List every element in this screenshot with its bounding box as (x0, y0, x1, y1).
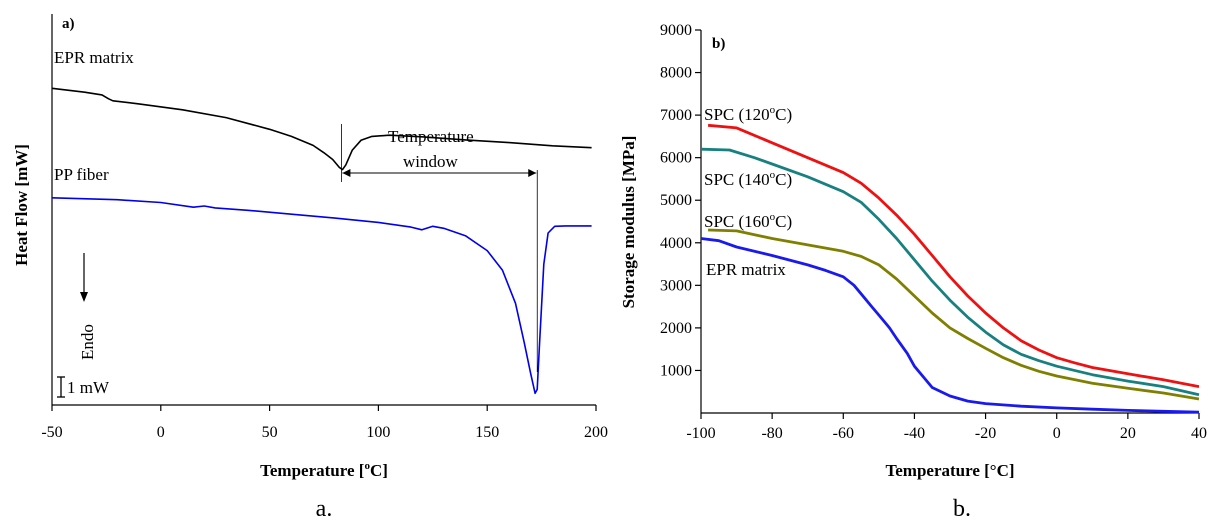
panel-b-y-tick-label: 6000 (660, 150, 692, 167)
panel-a-x-tick-label: 200 (584, 424, 608, 441)
panel-b-series (700, 123, 1200, 414)
window-arrow-head-right (528, 169, 537, 177)
panel-b-x-axis-title: Temperature [°C] (885, 461, 1014, 480)
panel-b-y-tick-label: 7000 (660, 107, 692, 124)
panel-b-x-tick-label: -80 (761, 425, 782, 442)
panel-a-x-axis-title: Temperature [oC] (260, 460, 388, 480)
series-label-epr-matrix: EPR matrix (54, 48, 134, 67)
panel-b-x-tick-label: 0 (1053, 425, 1061, 442)
panel-b-x-tick-label: 40 (1191, 425, 1207, 442)
panel-a-series-epr-matrix (51, 87, 592, 171)
panel-a-x-ticks: -50 0 50 100 150 200 (41, 405, 608, 441)
panel-b-series-spc-160-c-2 (708, 228, 1200, 401)
panel-a: -50 0 50 100 150 200 a) EPR matrix PP fiber T… (12, 14, 608, 522)
panel-b-y-tick-label: 5000 (660, 192, 692, 209)
panel-b-y-tick-label: 8000 (660, 65, 692, 82)
panel-a-x-tick-label: 150 (475, 424, 499, 441)
panel-b-caption: b. (953, 496, 971, 522)
window-arrow-head-left (342, 169, 351, 177)
panel-b-x-tick-label: -60 (833, 425, 854, 442)
series-label-spc-120: SPC (120oC) (704, 104, 792, 124)
panel-b-x-tick-label: -20 (975, 425, 996, 442)
panel-b-y-tick-label: 1000 (660, 362, 692, 379)
endo-arrow-head (80, 292, 88, 302)
series-label-epr-matrix-b: EPR matrix (706, 260, 786, 279)
series-label-spc-140: SPC (140oC) (704, 169, 792, 189)
panel-a-series-pp-fiber (51, 197, 592, 395)
temperature-window-annotation (341, 124, 538, 372)
panel-a-x-tick-label: 100 (366, 424, 390, 441)
panel-a-x-tick-label: 0 (157, 424, 165, 441)
panel-a-x-tick-label: -50 (41, 424, 62, 441)
panel-a-label: a) (62, 16, 75, 32)
panel-b-series-epr-matrix-3 (700, 237, 1200, 414)
panel-b-label: b) (712, 36, 725, 52)
temperature-window-label-line1: Temperature (388, 127, 474, 146)
panel-b-series-spc-120-c-0 (707, 123, 1200, 388)
panel-b-x-tick-label: -100 (686, 425, 715, 442)
panel-b: -100 -80 -60 -40 -20 0 20 40 1000 2000 3000 4000 500… (619, 22, 1207, 522)
panel-a-series (51, 87, 592, 395)
series-label-pp-fiber: PP fiber (54, 165, 109, 184)
panel-b-y-tick-label: 4000 (660, 235, 692, 252)
panel-b-y-tick-label: 9000 (660, 22, 692, 39)
series-label-spc-160: SPC (160oC) (704, 211, 792, 231)
panel-b-y-tick-label: 2000 (660, 320, 692, 337)
panel-b-y-axis-title: Storage modulus [MPa] (619, 136, 638, 309)
panel-b-y-tick-label: 3000 (660, 277, 692, 294)
panel-b-x-tick-label: -40 (904, 425, 925, 442)
panel-a-y-axis-title: Heat Flow [mW] (12, 144, 31, 266)
temperature-window-label-line2: window (403, 152, 459, 171)
panel-b-ticks: -100 -80 -60 -40 -20 0 20 40 1000 2000 3000 4000 500… (660, 22, 1207, 442)
panel-a-caption: a. (316, 496, 333, 522)
endo-label: Endo (78, 324, 97, 360)
scale-bar-label: 1 mW (67, 378, 110, 397)
panel-b-x-tick-label: 20 (1120, 425, 1136, 442)
panel-b-series-spc-140-c-1 (700, 147, 1200, 397)
panel-a-x-tick-label: 50 (262, 424, 278, 441)
